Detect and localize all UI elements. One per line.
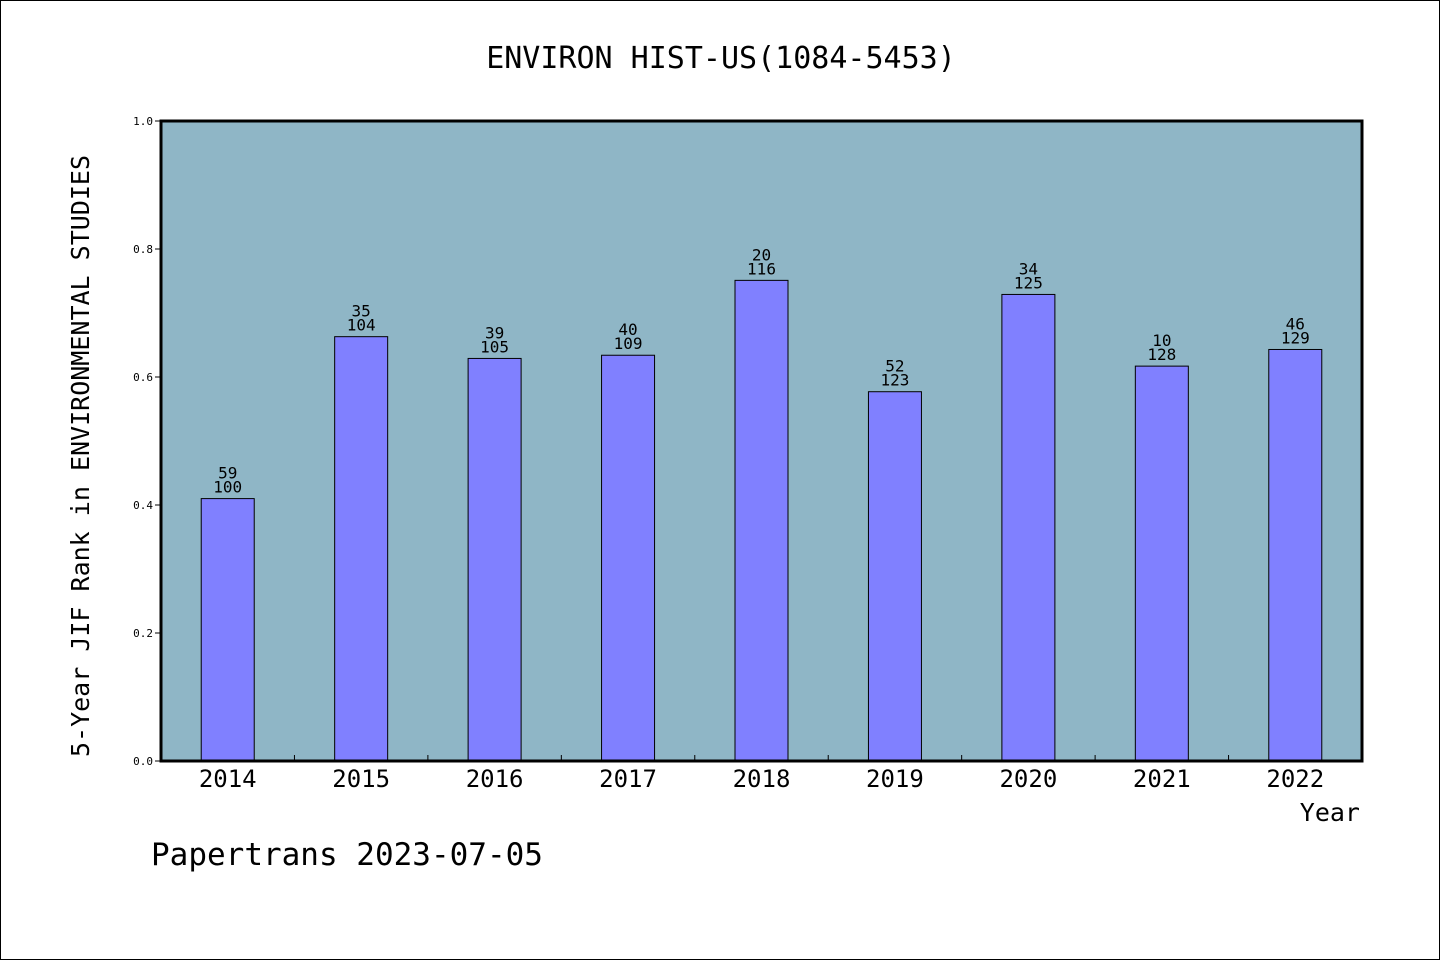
bar-total-label: 123 xyxy=(880,371,909,390)
x-tick-label: 2021 xyxy=(1133,765,1191,793)
bar-rank-label: 20 xyxy=(752,245,771,264)
y-axis-label: 5-Year JIF Rank in ENVIRONMENTAL STUDIES xyxy=(66,155,95,757)
chart-title: ENVIRON HIST-US(1084-5453) xyxy=(486,41,956,76)
bar-rank-label: 40 xyxy=(618,320,637,339)
bar-total-label: 104 xyxy=(347,316,376,335)
plot-border xyxy=(159,119,1364,763)
bar-rank-label: 52 xyxy=(885,357,904,376)
bar-rank-label: 39 xyxy=(485,323,504,342)
bar-total-label: 109 xyxy=(614,334,643,353)
x-tick-label: 2020 xyxy=(999,765,1057,793)
y-tick-label: 0.0 xyxy=(133,755,153,768)
bar-rank-label: 59 xyxy=(218,464,237,483)
x-axis-label: Year xyxy=(1300,798,1360,827)
y-tick-label: 0.8 xyxy=(133,243,153,256)
y-tick-label: 0.6 xyxy=(133,371,153,384)
x-tick-label: 2018 xyxy=(733,765,791,793)
bar-total-label: 125 xyxy=(1014,273,1043,292)
x-axis-ticks: 2014 2015 2016 2017 2018 2019 2020 2021 2022 xyxy=(199,755,1324,793)
bar xyxy=(1268,348,1323,762)
bar-rank-label: 10 xyxy=(1152,331,1171,350)
bar xyxy=(867,391,922,762)
footer-credit: Papertrans 2023-07-05 xyxy=(151,837,543,873)
x-tick-label: 2014 xyxy=(199,765,257,793)
bar-total-label: 116 xyxy=(747,259,776,278)
y-tick-label: 0.2 xyxy=(133,627,153,640)
bar xyxy=(1134,365,1189,762)
x-tick-label: 2015 xyxy=(332,765,390,793)
bar-total-label: 100 xyxy=(213,478,242,497)
bar-rank-label: 46 xyxy=(1286,314,1305,333)
bars xyxy=(200,279,1323,762)
bar xyxy=(200,498,255,762)
bar-total-label: 105 xyxy=(480,337,509,356)
bar-total-label: 129 xyxy=(1281,328,1310,347)
y-axis-ticks: 0.0 0.2 0.4 0.6 0.8 1.0 xyxy=(133,115,161,768)
y-tick-label: 1.0 xyxy=(133,115,153,128)
bar-total-label: 128 xyxy=(1147,345,1176,364)
bar-rank-label: 34 xyxy=(1019,259,1038,278)
bar xyxy=(601,354,656,762)
y-tick-label: 0.4 xyxy=(133,499,153,512)
x-tick-label: 2016 xyxy=(466,765,524,793)
bar xyxy=(734,279,789,762)
bar xyxy=(467,357,522,762)
x-tick-label: 2022 xyxy=(1266,765,1324,793)
x-tick-label: 2019 xyxy=(866,765,924,793)
x-tick-label: 2017 xyxy=(599,765,657,793)
bar xyxy=(334,336,389,762)
bar xyxy=(1001,293,1056,762)
bar-rank-label: 35 xyxy=(352,302,371,321)
